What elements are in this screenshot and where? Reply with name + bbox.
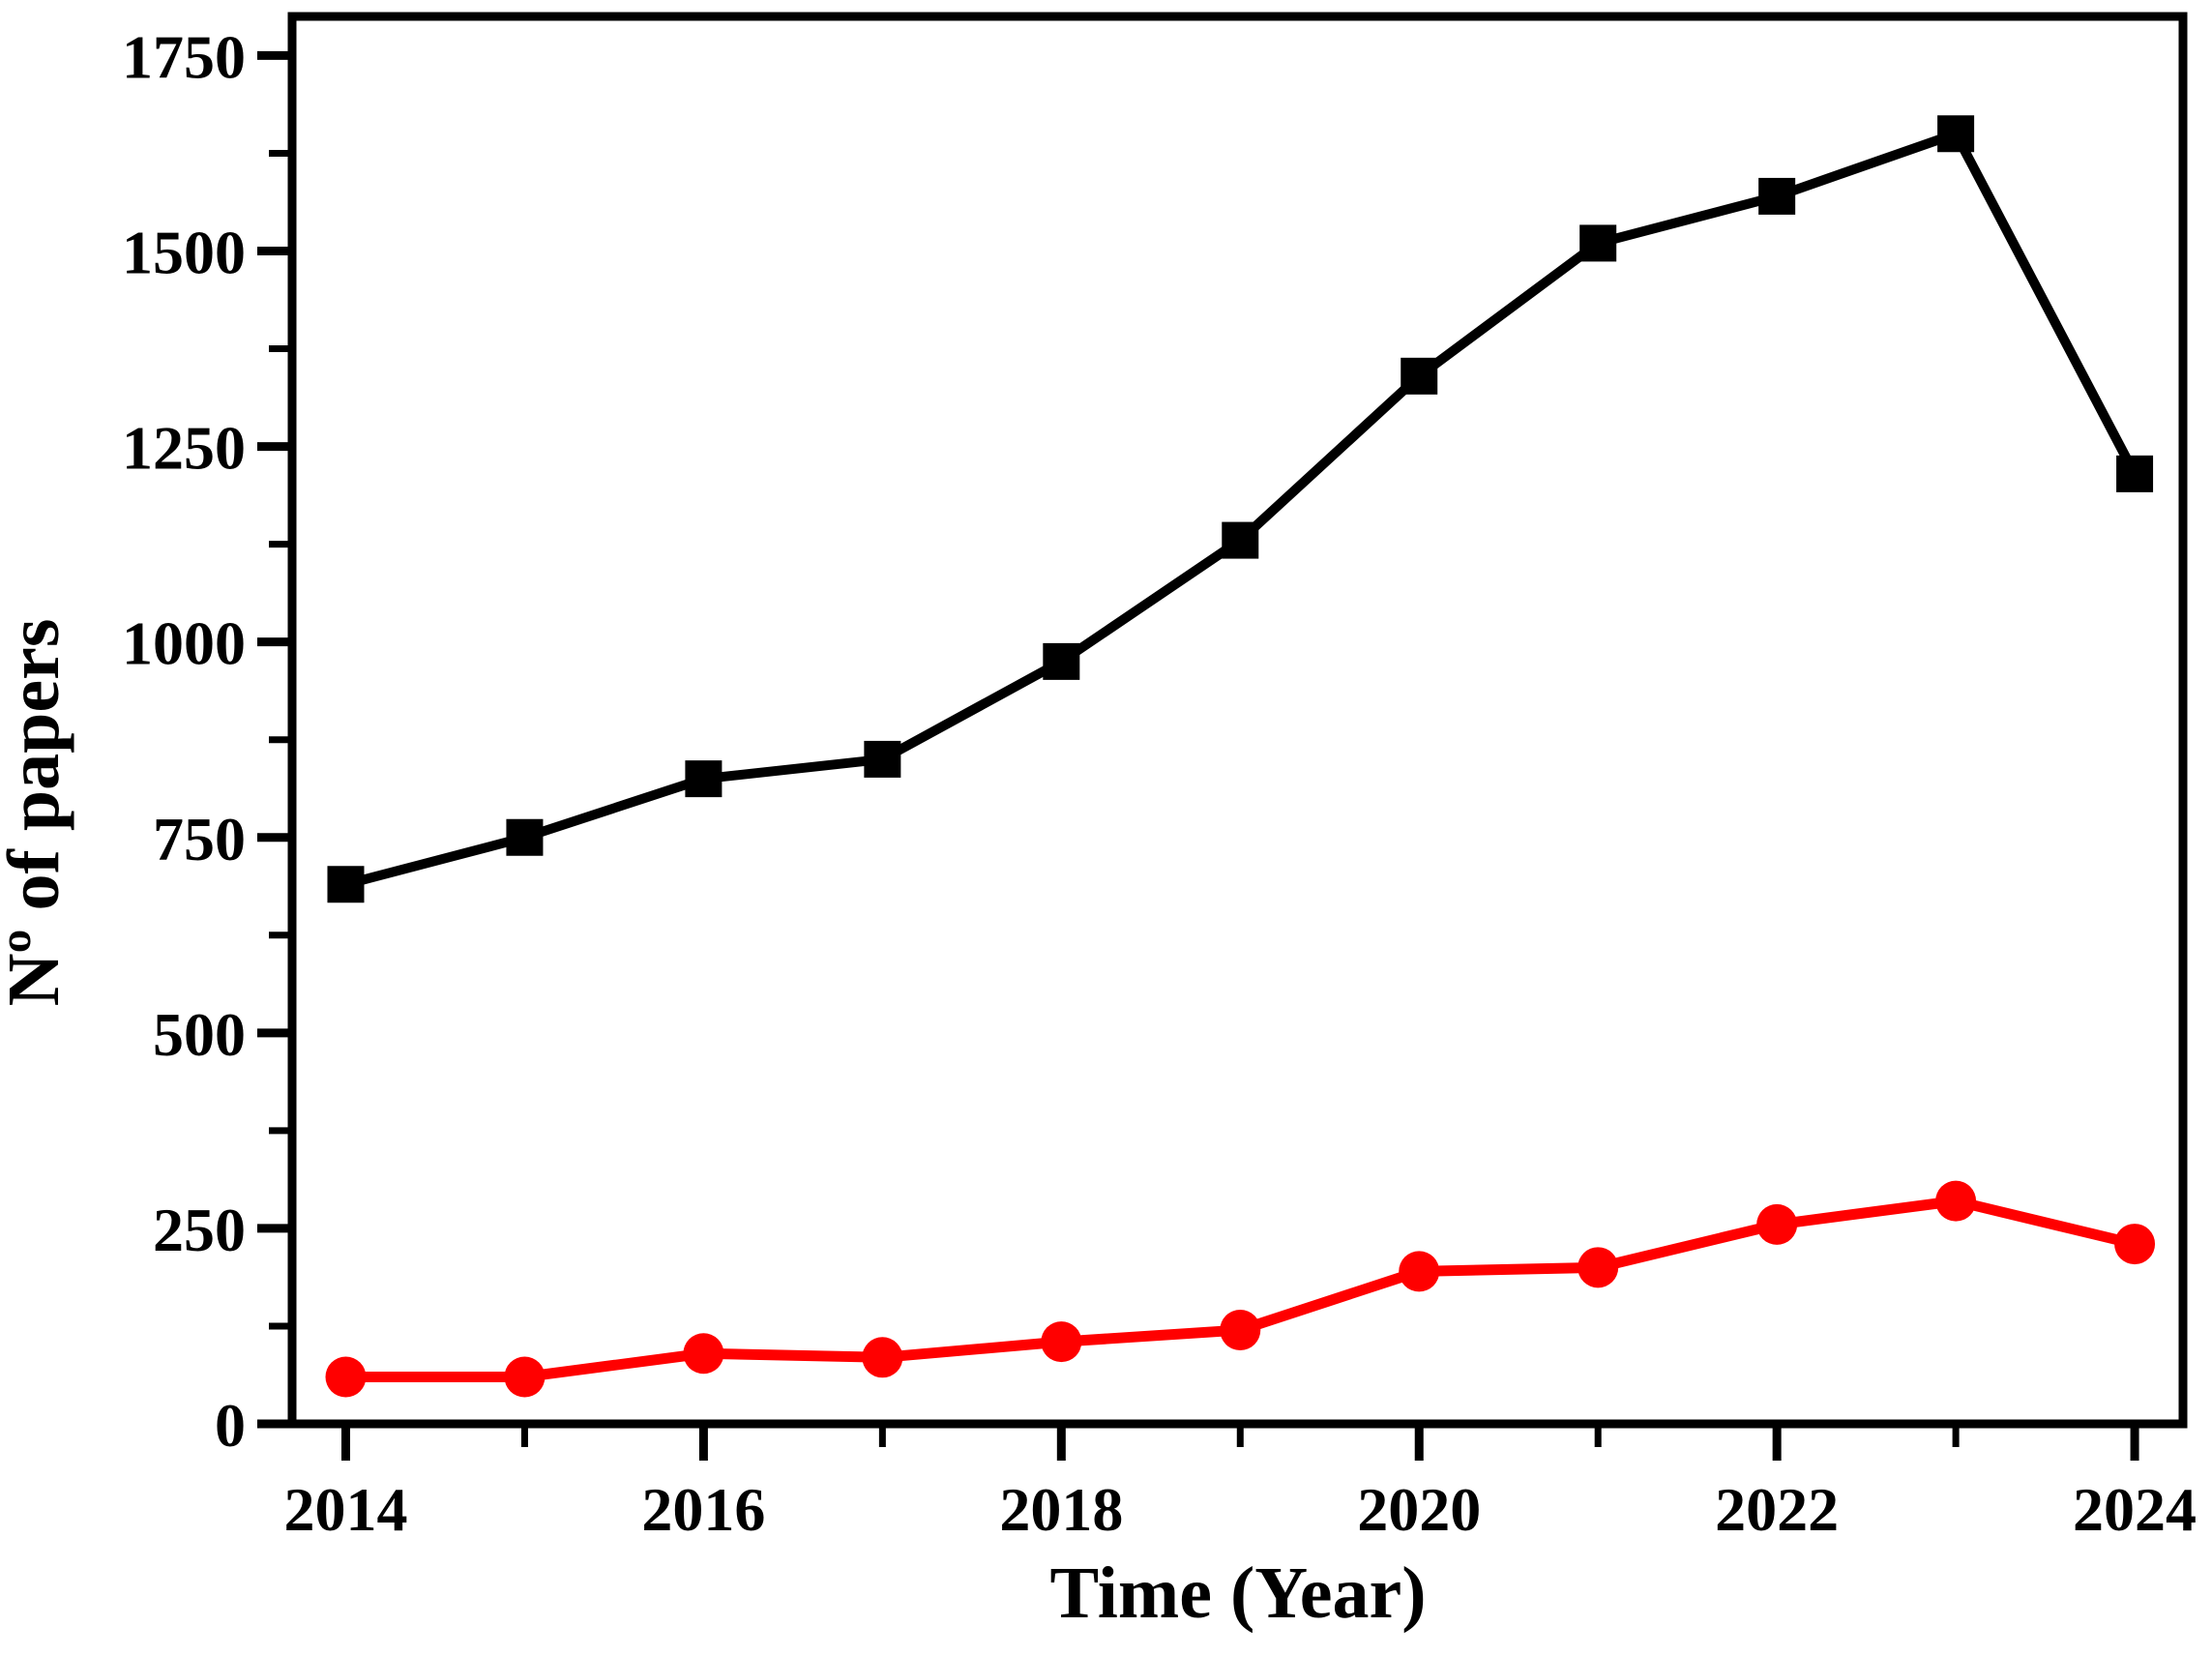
series-1-marker-2017 xyxy=(864,740,901,778)
y-tick-label: 1250 xyxy=(122,414,246,483)
series-1-marker-2019 xyxy=(1222,521,1259,559)
series-1-marker-2018 xyxy=(1043,642,1080,680)
y-tick-label: 1000 xyxy=(122,609,246,678)
series-2-marker-2017 xyxy=(862,1337,903,1378)
series-2-marker-2015 xyxy=(504,1356,546,1398)
y-axis-title: Nº of papers xyxy=(0,619,74,1007)
series-2-marker-2018 xyxy=(1041,1321,1082,1363)
series-1-marker-2023 xyxy=(1937,115,1975,153)
y-tick-label: 500 xyxy=(153,1000,246,1069)
series-1-marker-2024 xyxy=(2116,455,2154,492)
x-tick-label: 2014 xyxy=(283,1475,407,1544)
series-1-marker-2014 xyxy=(327,866,365,903)
y-tick-label: 1750 xyxy=(122,22,246,91)
x-tick-label: 2018 xyxy=(999,1475,1123,1544)
series-2-marker-2019 xyxy=(1220,1310,1261,1350)
series-2-marker-2014 xyxy=(325,1356,367,1398)
y-tick-label: 1500 xyxy=(122,219,246,287)
series-2-line xyxy=(345,1196,2137,1382)
series-1-marker-2016 xyxy=(685,760,723,798)
series-1-marker-2021 xyxy=(1579,224,1617,262)
series-2-marker-2023 xyxy=(1935,1180,1977,1222)
y-tick-label: 750 xyxy=(153,805,246,873)
x-tick-label: 2024 xyxy=(2073,1475,2197,1544)
x-tick-label: 2022 xyxy=(1715,1475,1839,1544)
series-2-marker-2020 xyxy=(1399,1251,1440,1292)
plot-border xyxy=(287,12,2188,1429)
plot-area: 0 250 500 750 1000 1250 1500 1750 2014 2016 2018 20… xyxy=(122,12,2197,1544)
series-1-marker-2015 xyxy=(506,818,544,856)
series-1-marker-2020 xyxy=(1401,357,1438,395)
y-tick-label: 250 xyxy=(153,1196,246,1264)
x-tick-label: 2016 xyxy=(641,1475,765,1544)
series-2-marker-2024 xyxy=(2114,1224,2156,1265)
x-tick-label: 2020 xyxy=(1357,1475,1481,1544)
series-1-line xyxy=(344,128,2139,890)
x-axis-title: Time (Year) xyxy=(1049,1552,1426,1634)
series-1-marker-2022 xyxy=(1758,177,1796,215)
series-2-marker-2016 xyxy=(683,1333,724,1375)
series-2-marker-2022 xyxy=(1756,1203,1798,1245)
y-tick-label: 0 xyxy=(215,1391,246,1460)
series-2-marker-2021 xyxy=(1578,1247,1619,1288)
